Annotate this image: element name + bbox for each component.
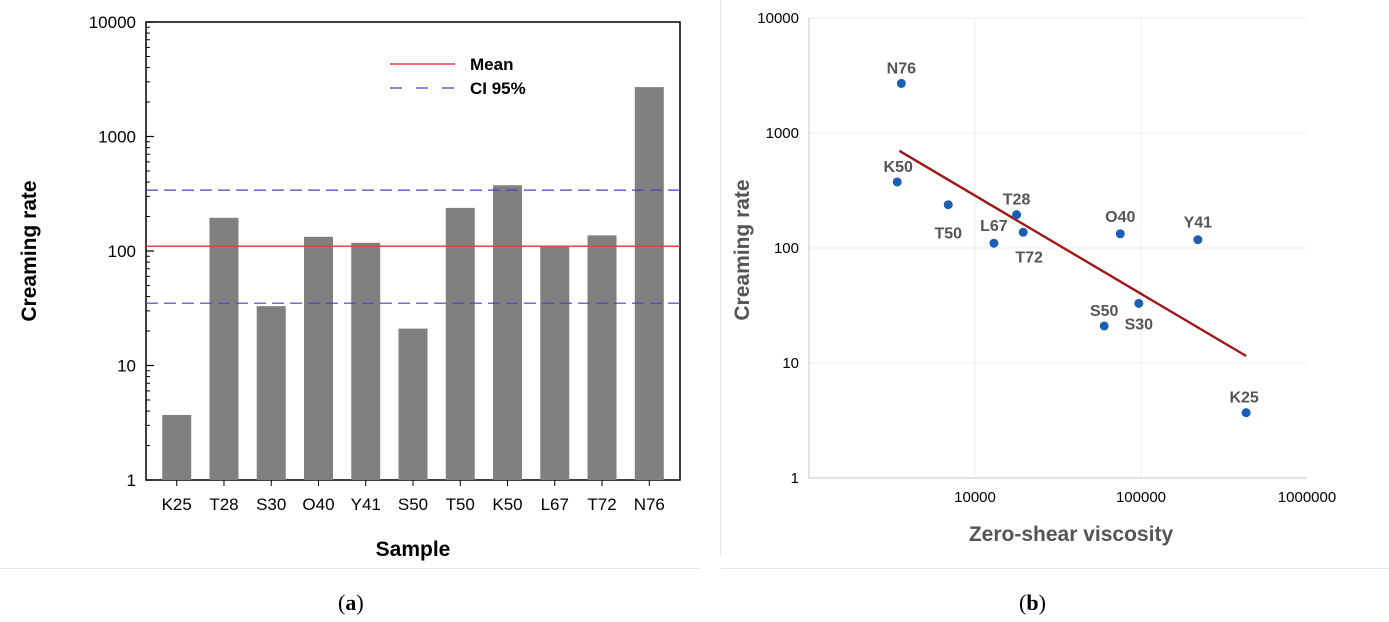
point-label-o40: O40 bbox=[1105, 209, 1135, 226]
point-t50 bbox=[943, 200, 953, 210]
bar-l67 bbox=[540, 246, 570, 480]
point-t72 bbox=[1018, 227, 1028, 237]
x-tick-label: K50 bbox=[492, 495, 522, 514]
point-k25 bbox=[1241, 408, 1251, 418]
x-tick-label: Y41 bbox=[351, 495, 381, 514]
x-tick-label: T50 bbox=[446, 495, 475, 514]
x-tick-label: K25 bbox=[162, 495, 192, 514]
bar-t50 bbox=[445, 207, 475, 480]
x-tick-label: T72 bbox=[587, 495, 616, 514]
point-s30 bbox=[1134, 298, 1144, 308]
point-label-k50: K50 bbox=[884, 159, 913, 176]
point-y41 bbox=[1193, 235, 1203, 245]
bar-y41 bbox=[351, 242, 381, 480]
legend-ci-label: CI 95% bbox=[470, 79, 526, 98]
bar-n76 bbox=[634, 87, 664, 480]
point-label-k25: K25 bbox=[1229, 390, 1258, 407]
chart-a: 1 10 100 1000 10000 K25 T28 S30 O40 Y41 S50 T50 K50 L… bbox=[18, 13, 681, 561]
point-s50 bbox=[1099, 321, 1109, 331]
bar-o40 bbox=[303, 236, 333, 480]
point-label-y41: Y41 bbox=[1184, 215, 1213, 232]
x-axis-title: Zero-shear viscosity bbox=[969, 523, 1174, 546]
point-l67 bbox=[989, 238, 999, 248]
y-tick-label: 1 bbox=[127, 471, 136, 490]
bar-t28 bbox=[209, 217, 239, 481]
y-tick-label: 10 bbox=[782, 355, 799, 372]
bar-s50 bbox=[398, 328, 428, 480]
y-tick-label: 10 bbox=[117, 357, 136, 376]
caption-divider-a bbox=[0, 568, 700, 569]
trendline bbox=[898, 149, 1247, 358]
caption-a: (a) bbox=[338, 590, 364, 615]
y-tick-label: 10000 bbox=[757, 10, 799, 27]
y-tick-label: 1000 bbox=[98, 128, 136, 147]
point-label-t72: T72 bbox=[1015, 249, 1043, 266]
x-axis-title: Sample bbox=[376, 538, 451, 561]
point-label-n76: N76 bbox=[887, 60, 916, 77]
legend-mean-label: Mean bbox=[470, 55, 513, 74]
chart-b: 1 10 100 1000 10000 10000 100000 1000000 N76 K50 T… bbox=[731, 10, 1336, 546]
y-axis-title: Creaming rate bbox=[18, 180, 41, 321]
x-tick-label: S50 bbox=[398, 495, 428, 514]
caption-b: (b) bbox=[1019, 590, 1046, 615]
y-tick-label: 1 bbox=[791, 470, 799, 487]
point-label-l67: L67 bbox=[980, 218, 1008, 235]
point-label-s50: S50 bbox=[1090, 303, 1119, 320]
y-tick-label: 100 bbox=[774, 240, 799, 257]
bar-k25 bbox=[162, 414, 192, 480]
y-axis-title: Creaming rate bbox=[731, 179, 754, 320]
bar-s30 bbox=[256, 306, 286, 480]
x-tick-label: 100000 bbox=[1116, 489, 1166, 506]
x-tick-label: T28 bbox=[209, 495, 238, 514]
point-n76 bbox=[896, 78, 906, 88]
point-label-s30: S30 bbox=[1125, 316, 1154, 333]
point-o40 bbox=[1115, 229, 1125, 239]
point-k50 bbox=[892, 177, 902, 187]
y-tick-label: 100 bbox=[108, 242, 136, 261]
x-tick-label: S30 bbox=[256, 495, 286, 514]
x-tick-label: O40 bbox=[302, 495, 334, 514]
point-t28 bbox=[1012, 210, 1022, 220]
point-label-t28: T28 bbox=[1003, 192, 1031, 209]
x-tick-label: L67 bbox=[541, 495, 569, 514]
bar-t72 bbox=[587, 235, 617, 480]
bar-k50 bbox=[493, 185, 523, 480]
caption-divider-b bbox=[721, 568, 1389, 569]
y-tick-label: 10000 bbox=[89, 13, 136, 32]
point-label-t50: T50 bbox=[934, 226, 962, 243]
panel-divider bbox=[720, 0, 721, 555]
y-tick-label: 1000 bbox=[766, 125, 799, 142]
x-tick-label: 10000 bbox=[954, 489, 996, 506]
x-tick-label: 1000000 bbox=[1278, 489, 1336, 506]
x-tick-label: N76 bbox=[634, 495, 665, 514]
